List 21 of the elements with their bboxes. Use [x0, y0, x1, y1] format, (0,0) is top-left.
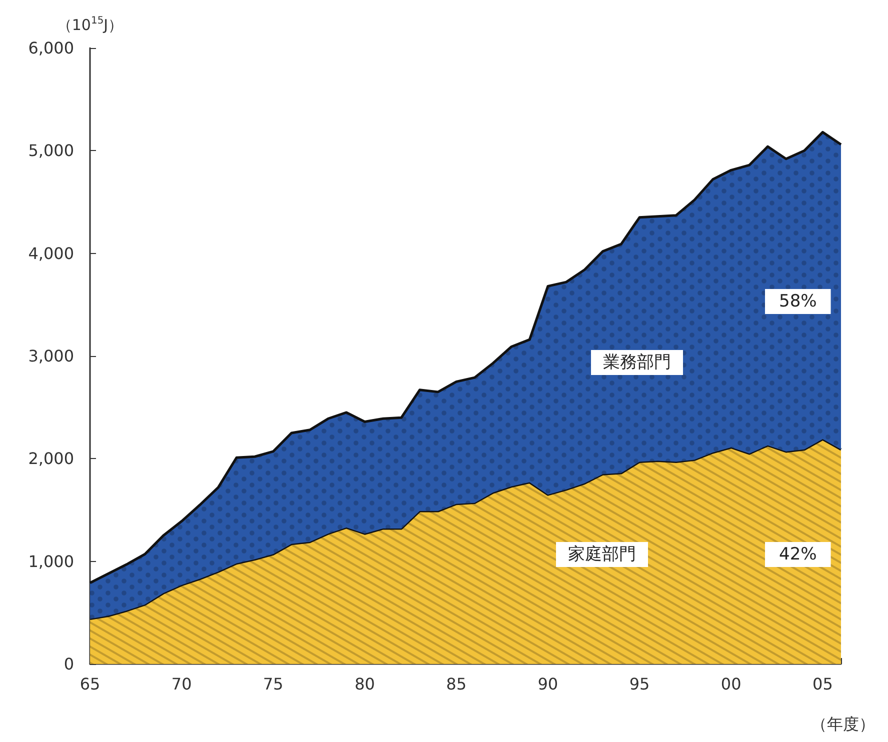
- annotation: 58%: [779, 292, 817, 312]
- x-axis-title: （年度）: [811, 714, 875, 734]
- annotation: 42%: [779, 544, 817, 564]
- y-tick-label: 3,000: [28, 346, 74, 366]
- x-tick-label: 80: [354, 674, 375, 694]
- y-tick-label: 5,000: [28, 141, 74, 160]
- x-tick-label: 95: [629, 674, 650, 694]
- series-label: 業務部門: [603, 352, 671, 372]
- series-label: 家庭部門: [568, 544, 636, 564]
- x-tick-label: 90: [538, 674, 558, 694]
- x-tick-label: 75: [262, 674, 284, 694]
- y-tick-label: 0: [64, 654, 74, 674]
- x-tick-label: 00: [720, 674, 742, 694]
- x-tick-label: 65: [80, 674, 100, 694]
- x-tick-label: 70: [171, 674, 192, 694]
- y-tick-label: 4,000: [28, 244, 74, 263]
- x-tick-label: 05: [812, 674, 833, 694]
- y-tick-label: 1,000: [28, 552, 74, 571]
- x-tick-label: 85: [446, 674, 467, 694]
- y-tick-label: 6,000: [28, 38, 74, 58]
- y-tick-label: 2,000: [28, 449, 74, 468]
